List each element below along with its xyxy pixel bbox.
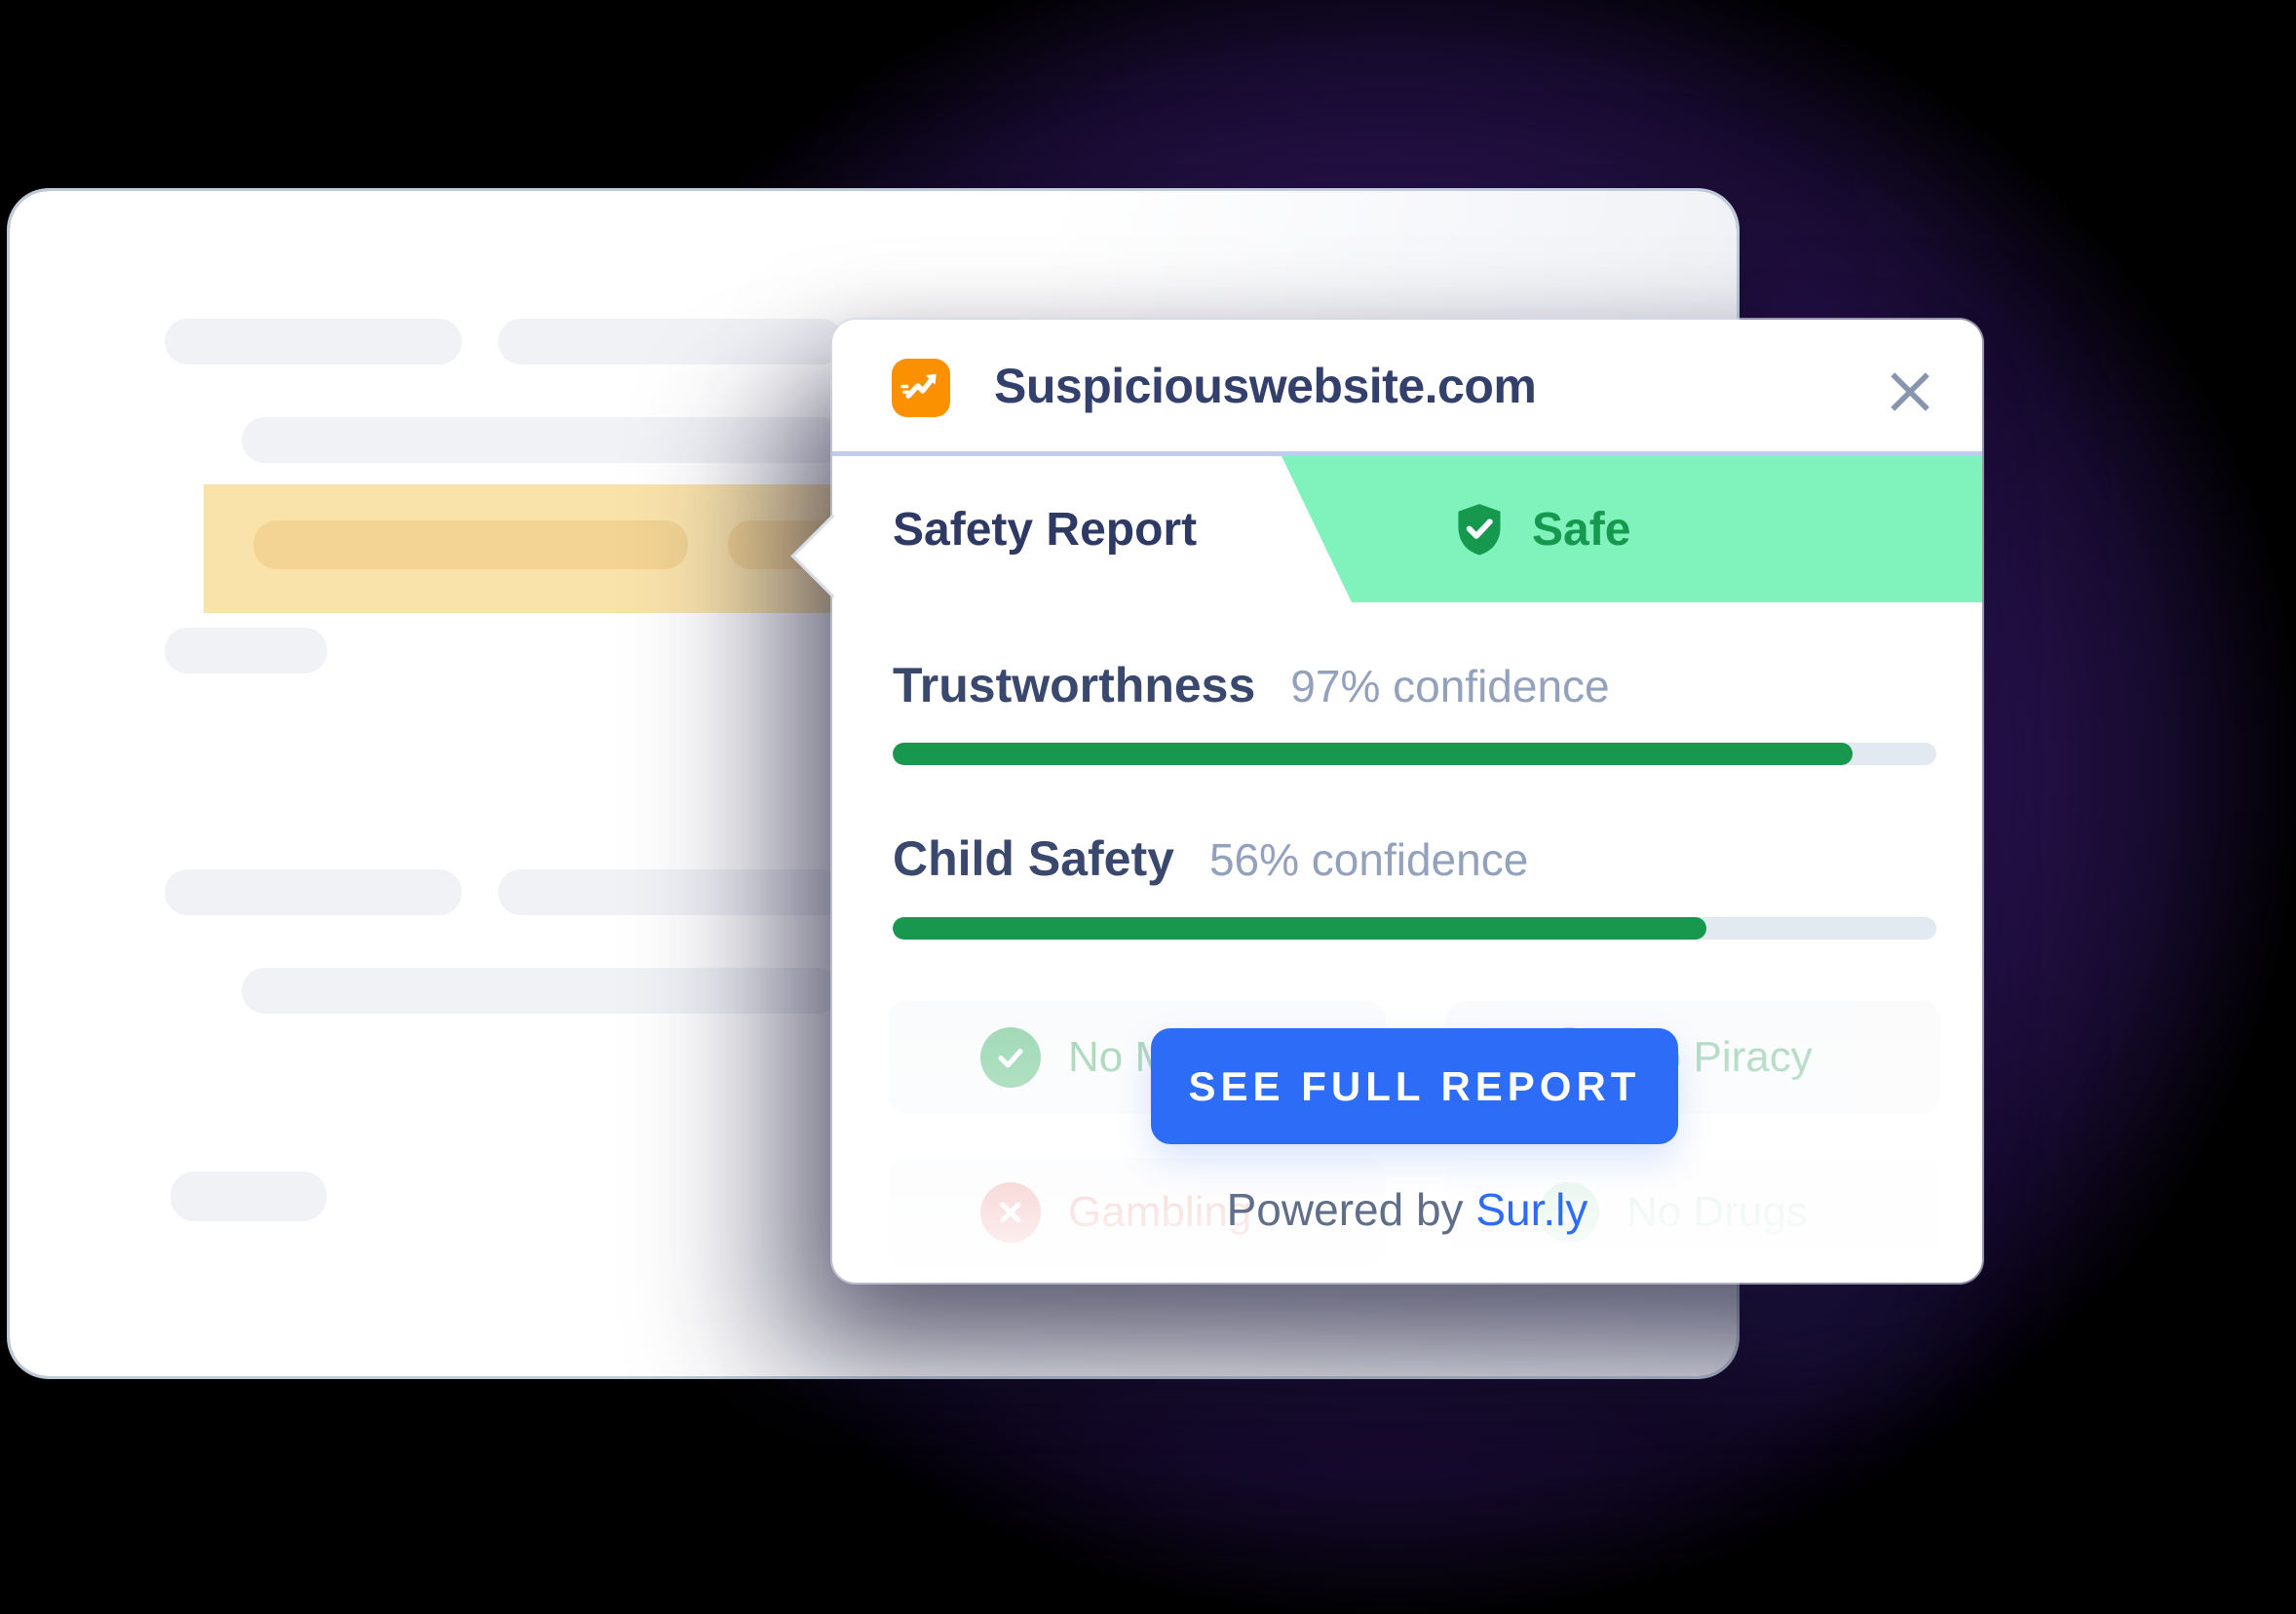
placeholder-bar bbox=[165, 628, 327, 673]
placeholder-bar bbox=[171, 1172, 326, 1221]
progress-track bbox=[893, 743, 1936, 765]
progress-fill bbox=[893, 917, 1707, 940]
tab-safety-report: Safety Report bbox=[893, 503, 1198, 556]
powered-by-prefix: Powered by bbox=[1226, 1184, 1476, 1235]
header-divider bbox=[832, 451, 1982, 456]
status-badge: Safe bbox=[1454, 456, 1630, 602]
metric-label: Child Safety bbox=[893, 831, 1174, 886]
surly-link[interactable]: Sur.ly bbox=[1475, 1184, 1588, 1235]
metric-trustworthness: Trustworthness 97% confidence bbox=[893, 657, 1610, 713]
metric-child-safety: Child Safety 56% confidence bbox=[893, 830, 1528, 887]
close-icon bbox=[1891, 372, 1930, 411]
highlighted-placeholder-bar bbox=[253, 520, 688, 569]
see-full-report-button[interactable]: SEE FULL REPORT bbox=[1151, 1028, 1678, 1144]
progress-track bbox=[893, 917, 1936, 940]
close-button[interactable] bbox=[1881, 363, 1939, 421]
metric-confidence: 56% confidence bbox=[1208, 834, 1529, 885]
placeholder-bar bbox=[165, 319, 462, 365]
safety-report-popup: Suspiciouswebsite.com Safety Report Safe bbox=[790, 320, 1982, 1283]
highlighted-row bbox=[204, 484, 844, 613]
metric-label: Trustworthness bbox=[893, 658, 1256, 712]
placeholder-bar bbox=[498, 869, 844, 915]
safe-status-panel bbox=[1282, 456, 1982, 602]
tab-row: Safety Report Safe bbox=[832, 456, 1982, 602]
site-name: Suspiciouswebsite.com bbox=[994, 358, 1537, 413]
placeholder-bar bbox=[242, 417, 844, 463]
placeholder-bar bbox=[242, 968, 840, 1014]
shield-check-icon bbox=[1458, 504, 1501, 556]
progress-fill bbox=[893, 743, 1854, 765]
status-label: Safe bbox=[1532, 503, 1631, 556]
powered-by: Powered by Sur.ly bbox=[832, 1183, 1982, 1236]
placeholder-bar bbox=[498, 319, 844, 365]
metric-confidence: 97% confidence bbox=[1290, 661, 1610, 711]
popup-header: Suspiciouswebsite.com bbox=[832, 320, 1982, 451]
placeholder-bar bbox=[165, 869, 462, 915]
surly-logo-icon bbox=[892, 359, 950, 417]
